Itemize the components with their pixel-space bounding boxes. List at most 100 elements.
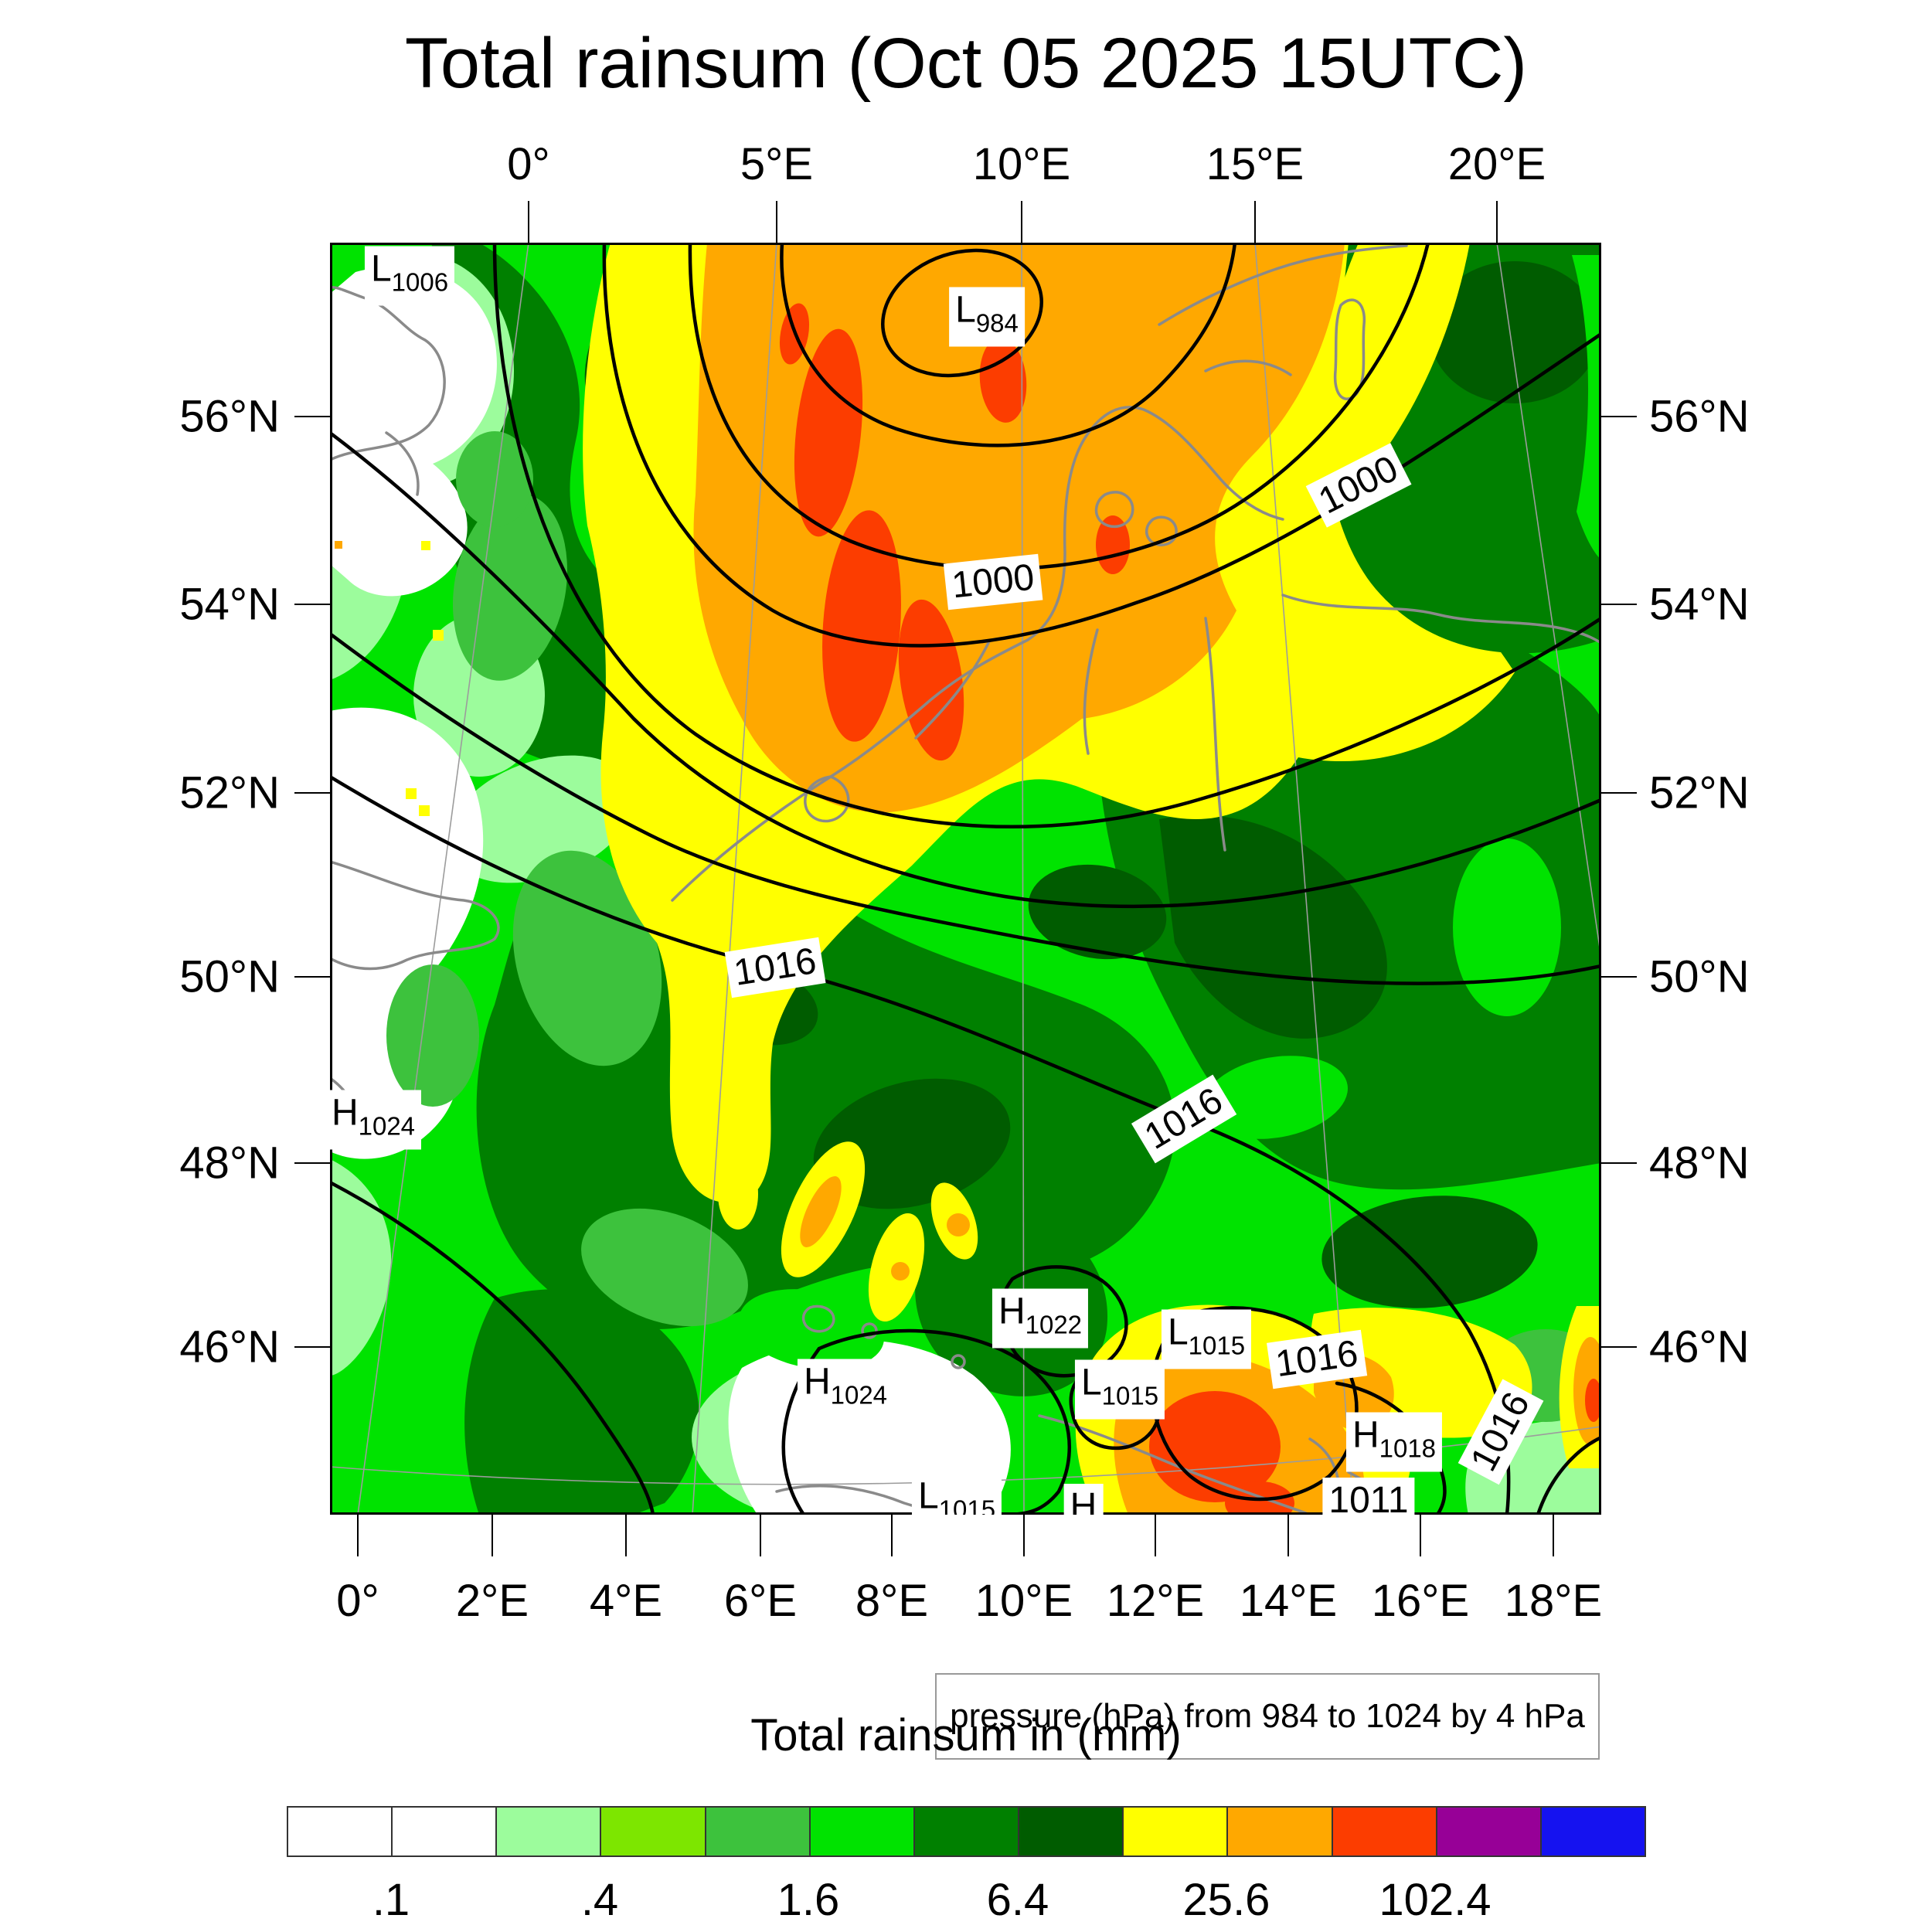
bottom-axis-label: 8°E — [855, 1576, 929, 1626]
pressure-label-value: 1016 — [1138, 1080, 1230, 1158]
pressure-label: H1018 — [1345, 1412, 1443, 1472]
top-axis-label: 20°E — [1447, 139, 1546, 189]
colorbar-tick-label: 1.6 — [777, 1875, 840, 1925]
bottom-tick — [760, 1515, 761, 1556]
pressure-label: H — [1063, 1484, 1104, 1515]
right-axis-label: 48°N — [1649, 1138, 1750, 1189]
pressure-label-value: H — [998, 1291, 1026, 1332]
pressure-label: 1011 — [1322, 1478, 1415, 1515]
pressure-label: 1000 — [1305, 443, 1412, 528]
pressure-label-value: L — [917, 1475, 939, 1515]
pressure-label: H1024 — [797, 1359, 894, 1419]
graticule-lines — [330, 243, 1601, 1515]
bottom-tick — [1023, 1515, 1025, 1556]
bottom-tick — [492, 1515, 493, 1556]
pressure-label-value: H — [1352, 1414, 1379, 1456]
colorbar — [287, 1806, 1646, 1857]
top-axis-label: 10°E — [972, 139, 1071, 189]
left-axis-label: 52°N — [179, 767, 280, 818]
bottom-axis-label: 4°E — [589, 1576, 663, 1626]
colorbar-tick-label: .1 — [372, 1875, 410, 1925]
right-axis-label: 54°N — [1649, 579, 1750, 630]
top-tick — [1254, 201, 1256, 243]
right-axis-label: 52°N — [1649, 767, 1750, 818]
pressure-label: 1016 — [724, 937, 826, 998]
left-tick — [294, 604, 330, 605]
pressure-label-value: L — [1167, 1311, 1189, 1353]
colorbar-cell — [497, 1808, 602, 1855]
pressure-label-value: L — [1080, 1362, 1102, 1403]
colorbar-cell — [393, 1808, 498, 1855]
pressure-label: L1015 — [1161, 1309, 1252, 1369]
pressure-label-value: 1016 — [731, 940, 819, 995]
pressure-label-subscript: 1015 — [938, 1495, 996, 1515]
pressure-label-value: L — [370, 248, 392, 290]
left-tick — [294, 416, 330, 417]
colorbar-cell — [1332, 1808, 1437, 1855]
colorbar-cell — [1019, 1808, 1124, 1855]
bottom-tick — [357, 1515, 359, 1556]
bottom-axis-label: 16°E — [1371, 1576, 1470, 1626]
bottom-axis-label: 12°E — [1106, 1576, 1205, 1626]
top-tick — [528, 201, 529, 243]
bottom-axis-label: 14°E — [1239, 1576, 1338, 1626]
pressure-label: 1016 — [1131, 1074, 1237, 1164]
right-tick — [1601, 1162, 1637, 1164]
right-tick — [1601, 1346, 1637, 1348]
left-tick — [294, 792, 330, 794]
page-title: Total rainsum (Oct 05 2025 15UTC) — [404, 24, 1528, 103]
left-tick — [294, 1346, 330, 1348]
pressure-label: L984 — [949, 287, 1025, 347]
bottom-axis-label: 2°E — [455, 1576, 529, 1626]
right-tick — [1601, 416, 1637, 417]
pressure-label-subscript: 1024 — [830, 1380, 888, 1410]
colorbar-cell — [288, 1808, 393, 1855]
pressure-label-value: 1011 — [1328, 1480, 1409, 1515]
colorbar-tick-label: 6.4 — [986, 1875, 1049, 1925]
right-tick — [1601, 604, 1637, 605]
pressure-label-value: L — [955, 289, 976, 331]
top-axis-label: 0° — [507, 139, 550, 189]
pressure-label: H1022 — [992, 1288, 1089, 1349]
pressure-label-layer: L1006 L984 1000 1000 1016 H1024 1016 H1022 L1015… — [330, 243, 1601, 1515]
pressure-label-value: 1000 — [950, 556, 1036, 607]
pressure-caption-text: pressure (hPa) from 984 to 1024 by 4 hPa — [950, 1697, 1585, 1735]
bottom-tick — [1420, 1515, 1421, 1556]
pressure-label-subscript: 1006 — [391, 267, 449, 297]
pressure-label-subscript: 1022 — [1025, 1310, 1083, 1339]
colorbar-title: Total rainsum in (mm) — [750, 1710, 1182, 1760]
pressure-label-subscript: 1024 — [358, 1111, 416, 1141]
right-axis-label: 56°N — [1649, 391, 1750, 442]
left-tick — [294, 1162, 330, 1164]
pressure-label-value: H — [803, 1361, 831, 1403]
colorbar-cell — [1437, 1808, 1542, 1855]
bottom-axis-label: 6°E — [723, 1576, 798, 1626]
left-tick — [294, 976, 330, 978]
pressure-label: 1016 — [1458, 1379, 1544, 1485]
left-axis-label: 50°N — [179, 951, 280, 1002]
colorbar-cell — [1541, 1808, 1645, 1855]
colorbar-cell — [1124, 1808, 1229, 1855]
top-axis-label: 5°E — [740, 139, 814, 189]
pressure-label-subscript: 1018 — [1379, 1434, 1437, 1463]
colorbar-cell — [914, 1808, 1020, 1855]
left-axis-label: 54°N — [179, 579, 280, 630]
colorbar-cell — [1228, 1808, 1333, 1855]
right-tick — [1601, 976, 1637, 978]
bottom-axis-label: 0° — [336, 1576, 379, 1626]
pressure-label-value: 1016 — [1273, 1332, 1361, 1386]
right-axis-label: 46°N — [1649, 1321, 1750, 1372]
colorbar-tick-label: 102.4 — [1379, 1875, 1492, 1925]
pressure-label: H1024 — [330, 1090, 422, 1150]
colorbar-cell — [810, 1808, 915, 1855]
colorbar-tick-label: 25.6 — [1182, 1875, 1270, 1925]
pressure-label-subscript: 984 — [975, 308, 1019, 338]
pressure-label-subscript: 1015 — [1188, 1331, 1246, 1360]
top-axis-label: 15°E — [1206, 139, 1304, 189]
colorbar-tick-label: .4 — [580, 1875, 619, 1925]
pressure-label-value: 1016 — [1463, 1386, 1539, 1478]
pressure-label-value: H — [331, 1092, 359, 1134]
colorbar-cell — [601, 1808, 706, 1855]
colorbar-cell — [706, 1808, 811, 1855]
